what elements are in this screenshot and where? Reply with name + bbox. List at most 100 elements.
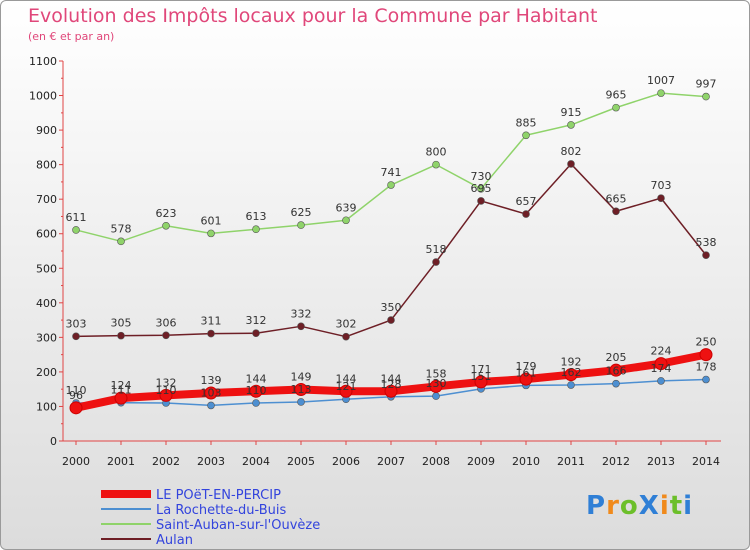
data-label-1-6: 121 — [336, 380, 357, 393]
y-tick-label: 800 — [36, 159, 57, 172]
data-point-3-13 — [657, 194, 665, 202]
data-label-3-13: 703 — [651, 179, 672, 192]
data-point-0-13 — [654, 357, 668, 371]
data-label-0-10: 179 — [516, 360, 537, 373]
x-tick-label: 2014 — [692, 455, 720, 468]
data-point-0-6 — [339, 384, 353, 398]
data-label-3-2: 306 — [156, 316, 177, 329]
data-label-0-14: 250 — [696, 336, 717, 349]
data-point-2-5 — [297, 221, 305, 229]
data-point-2-3 — [207, 229, 215, 238]
data-point-0-1 — [114, 391, 128, 405]
data-point-0-4 — [249, 384, 263, 398]
data-point-0-14 — [699, 348, 713, 362]
data-label-2-12: 965 — [606, 89, 627, 102]
data-label-0-13: 224 — [651, 345, 672, 358]
data-label-2-4: 613 — [246, 210, 267, 223]
data-label-0-3: 139 — [201, 374, 222, 387]
x-tick-label: 2010 — [512, 455, 540, 468]
logo-letter: r — [606, 491, 620, 521]
x-tick-label: 2008 — [422, 455, 450, 468]
data-point-0-5 — [294, 383, 308, 397]
chart-subtitle: (en € et par an) — [28, 30, 115, 43]
data-point-2-8 — [432, 160, 440, 169]
data-label-0-7: 144 — [381, 372, 402, 385]
data-point-3-3 — [207, 329, 215, 338]
data-point-3-5 — [297, 322, 305, 331]
y-tick-label: 200 — [36, 366, 57, 379]
data-label-0-2: 132 — [156, 376, 177, 389]
data-point-2-6 — [342, 216, 350, 225]
data-label-1-2: 110 — [156, 384, 177, 397]
logo-letter: X — [638, 491, 660, 521]
data-point-3-0 — [72, 332, 80, 341]
data-point-2-4 — [252, 225, 260, 234]
proxiti-logo: ProXiti — [586, 491, 693, 521]
data-point-0-7 — [384, 384, 398, 398]
data-point-1-4 — [252, 399, 260, 407]
data-point-2-11 — [567, 121, 575, 129]
data-label-0-9: 171 — [471, 363, 492, 376]
legend-label-3: Aulan — [156, 533, 193, 548]
data-label-0-4: 144 — [246, 372, 267, 385]
data-point-3-12 — [612, 207, 620, 216]
data-point-0-2 — [159, 388, 173, 402]
data-point-3-2 — [162, 331, 170, 340]
data-label-2-14: 997 — [696, 78, 717, 91]
axes: 0 100 200 300 400 500 600 700 800 900 1000 1100 2000… — [29, 55, 721, 468]
data-point-0-9 — [474, 375, 488, 389]
data-point-3-8 — [432, 258, 440, 266]
data-label-1-9: 151 — [471, 370, 492, 383]
data-label-1-1: 111 — [111, 384, 132, 397]
x-tick-label: 2007 — [377, 455, 405, 468]
data-label-3-9: 695 — [471, 182, 492, 195]
data-label-1-10: 161 — [516, 366, 537, 379]
data-point-2-14 — [702, 92, 710, 101]
x-tick-label: 2009 — [467, 455, 495, 468]
y-tick-label: 1100 — [29, 55, 57, 68]
data-label-2-9: 730 — [471, 170, 492, 183]
x-tick-label: 2006 — [332, 455, 360, 468]
data-label-3-1: 305 — [111, 317, 132, 330]
data-label-1-5: 113 — [291, 383, 312, 396]
data-label-0-11: 192 — [561, 356, 582, 369]
series-points — [69, 89, 713, 415]
data-point-3-11 — [567, 160, 575, 168]
data-label-3-7: 350 — [381, 301, 402, 314]
logo-letter: i — [659, 491, 670, 521]
data-label-2-3: 601 — [201, 214, 222, 227]
data-point-3-7 — [387, 316, 395, 324]
y-tick-label: 500 — [36, 262, 57, 275]
data-label-3-10: 657 — [516, 195, 537, 208]
data-label-3-12: 665 — [606, 192, 627, 205]
x-tick-label: 2002 — [152, 455, 180, 468]
x-tick-label: 2011 — [557, 455, 585, 468]
y-tick-label: 400 — [36, 297, 57, 310]
y-tick-label: 1000 — [29, 90, 57, 103]
data-point-3-10 — [522, 210, 530, 218]
y-tick-label: 0 — [50, 435, 57, 448]
data-label-2-5: 625 — [291, 206, 312, 219]
legend-label-0: LE POëT-EN-PERCIP — [156, 488, 281, 503]
data-label-1-0: 110 — [66, 384, 87, 397]
x-tick-label: 2001 — [107, 455, 135, 468]
data-point-2-7 — [387, 181, 395, 189]
data-point-3-1 — [117, 331, 125, 340]
data-point-2-1 — [117, 237, 125, 246]
data-point-3-14 — [702, 251, 710, 259]
data-label-1-4: 110 — [246, 384, 267, 397]
data-point-2-2 — [162, 221, 170, 230]
data-point-3-6 — [342, 332, 350, 341]
data-label-2-0: 611 — [66, 211, 87, 224]
data-point-2-13 — [657, 89, 665, 97]
data-point-0-10 — [519, 372, 533, 386]
data-label-2-10: 885 — [516, 116, 537, 129]
data-label-0-6: 144 — [336, 372, 357, 385]
data-point-0-8 — [429, 379, 443, 393]
data-point-1-11 — [567, 381, 575, 389]
legend-label-2: Saint-Auban-sur-l'Ouvèze — [156, 518, 320, 533]
chart-title: Evolution des Impôts locaux pour la Comm… — [28, 5, 598, 27]
